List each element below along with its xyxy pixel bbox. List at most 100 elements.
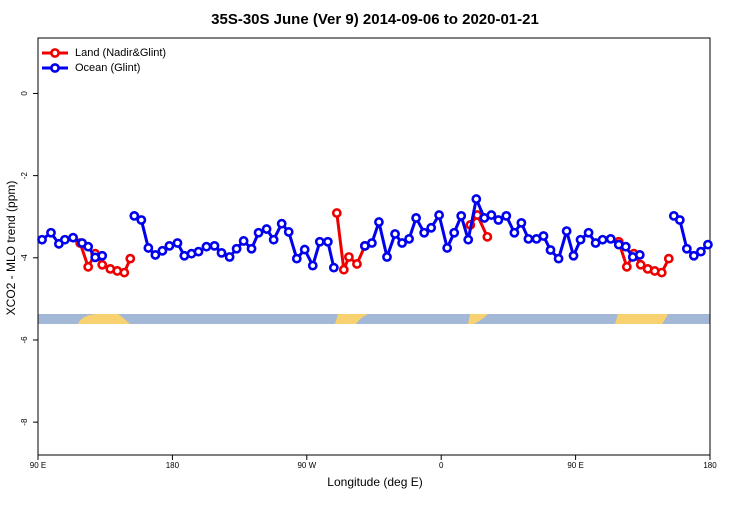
point <box>193 246 204 257</box>
point <box>482 231 493 242</box>
point <box>561 226 572 236</box>
point <box>344 252 354 262</box>
point <box>621 261 632 272</box>
point <box>545 245 556 255</box>
point <box>449 227 460 238</box>
point <box>216 247 227 258</box>
point <box>129 210 140 221</box>
point <box>37 234 47 245</box>
y-tick-label: -8 <box>20 418 29 426</box>
point <box>486 210 497 220</box>
point <box>493 215 504 225</box>
y-tick-label: -4 <box>20 254 29 262</box>
x-tick-label: 180 <box>703 461 717 470</box>
y-tick-label: -6 <box>20 336 29 344</box>
point <box>501 210 512 221</box>
x-tick-label: 90 E <box>567 461 583 470</box>
point <box>291 253 302 264</box>
point <box>404 233 414 244</box>
point <box>656 267 667 278</box>
point <box>674 215 685 225</box>
point <box>299 244 310 255</box>
point <box>246 243 257 254</box>
point <box>261 224 272 234</box>
point <box>157 245 168 256</box>
point <box>688 250 699 261</box>
point <box>150 250 161 260</box>
point <box>338 264 349 275</box>
point <box>143 243 154 253</box>
point <box>374 217 384 227</box>
point <box>605 233 616 244</box>
point <box>307 260 318 271</box>
point <box>419 227 430 238</box>
point <box>97 259 108 270</box>
point <box>397 238 407 248</box>
point <box>46 227 56 238</box>
point <box>209 240 220 251</box>
point <box>97 250 108 261</box>
point <box>83 261 94 272</box>
point <box>471 194 482 204</box>
point <box>172 238 183 248</box>
point <box>568 250 579 261</box>
point <box>434 210 445 220</box>
point <box>411 213 422 223</box>
point <box>390 229 400 239</box>
point <box>538 231 549 241</box>
point <box>331 208 342 218</box>
point <box>695 246 706 257</box>
point <box>663 253 674 264</box>
point <box>553 253 564 264</box>
point <box>231 243 242 254</box>
point <box>634 250 645 260</box>
y-axis-label: XCO2 - MLO trend (ppm) <box>4 181 18 316</box>
point <box>268 234 279 245</box>
point <box>635 259 646 270</box>
legend-marker <box>50 63 60 73</box>
legend-label: Ocean (Glint) <box>75 62 140 74</box>
point <box>125 253 136 264</box>
point <box>119 267 130 278</box>
point <box>367 238 377 248</box>
point <box>322 236 333 247</box>
point <box>59 234 70 245</box>
chart-title: 35S-30S June (Ver 9) 2014-09-06 to 2020-… <box>211 11 539 28</box>
point <box>283 227 294 237</box>
point <box>703 239 713 250</box>
point <box>201 241 212 252</box>
point <box>253 227 264 238</box>
point <box>314 236 325 247</box>
point <box>224 252 235 262</box>
point <box>382 252 392 262</box>
point <box>523 233 534 244</box>
point <box>136 215 147 225</box>
series <box>75 208 674 278</box>
point <box>83 241 94 252</box>
point <box>68 232 78 243</box>
series-line <box>41 193 709 270</box>
x-tick-label: 90 E <box>30 461 46 470</box>
point <box>456 210 467 221</box>
point <box>597 234 608 245</box>
legend-label: Land (Nadir&Glint) <box>75 47 166 59</box>
point <box>164 240 175 251</box>
x-tick-label: 180 <box>166 461 180 470</box>
series <box>37 193 713 273</box>
point <box>352 259 362 269</box>
point <box>681 243 692 254</box>
x-tick-label: 90 W <box>297 461 316 470</box>
y-tick-label: 0 <box>20 91 29 96</box>
point <box>620 241 631 252</box>
x-tick-label: 0 <box>439 461 444 470</box>
land-ocean-strip <box>38 314 710 324</box>
point <box>328 262 339 273</box>
point <box>583 227 594 238</box>
point <box>238 236 249 246</box>
point <box>516 217 527 228</box>
point <box>575 234 586 245</box>
legend-marker <box>50 48 60 58</box>
point <box>442 243 453 253</box>
point <box>276 218 287 229</box>
